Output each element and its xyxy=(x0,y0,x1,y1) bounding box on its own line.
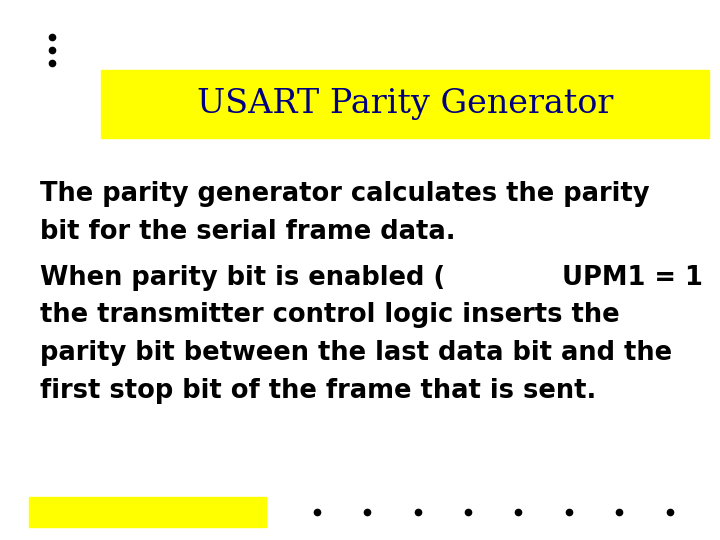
FancyBboxPatch shape xyxy=(101,70,709,138)
Text: first stop bit of the frame that is sent.: first stop bit of the frame that is sent… xyxy=(40,378,596,404)
Text: The parity generator calculates the parity: The parity generator calculates the pari… xyxy=(40,181,649,207)
Text: When parity bit is enabled (: When parity bit is enabled ( xyxy=(40,265,445,291)
Text: the transmitter control logic inserts the: the transmitter control logic inserts th… xyxy=(40,302,619,328)
FancyBboxPatch shape xyxy=(29,497,266,526)
Text: USART Parity Generator: USART Parity Generator xyxy=(197,88,613,120)
Text: parity bit between the last data bit and the: parity bit between the last data bit and… xyxy=(40,340,672,366)
Text: bit for the serial frame data.: bit for the serial frame data. xyxy=(40,219,455,245)
Text: UPM1 = 1: UPM1 = 1 xyxy=(562,265,703,291)
